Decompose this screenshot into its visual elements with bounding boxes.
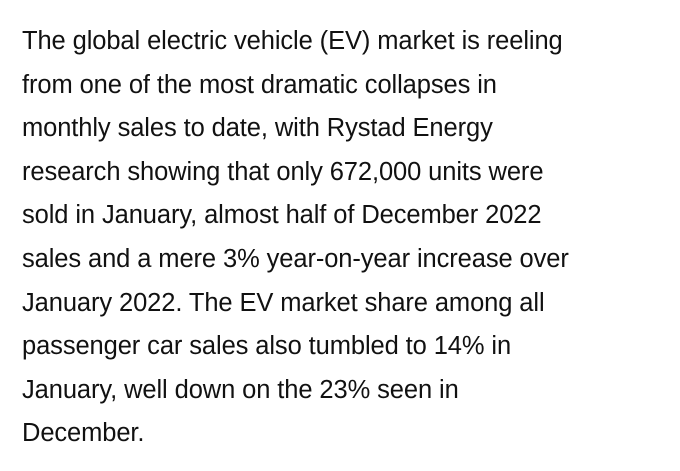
paragraph-line-1: The global electric vehicle (EV) market … [22,27,563,55]
article-paragraph: The global electric vehicle (EV) market … [22,20,672,456]
paragraph-line-4: research showing that only 672,000 units… [22,157,544,186]
paragraph-line-5: sold in January, almost half of December… [22,201,542,230]
paragraph-line-3: monthly sales to date, with Rystad Energ… [22,114,493,143]
paragraph-line-10: December. [22,419,145,448]
paragraph-line-6: sales and a mere 3% year-on-year increas… [22,244,569,273]
paragraph-line-7: January 2022. The EV market share among … [22,288,545,317]
paragraph-line-2: from one of the most dramatic collapses … [22,70,497,99]
paragraph-line-9: January, well down on the 23% seen in [22,375,459,404]
paragraph-line-8: passenger car sales also tumbled to 14% … [22,332,512,361]
